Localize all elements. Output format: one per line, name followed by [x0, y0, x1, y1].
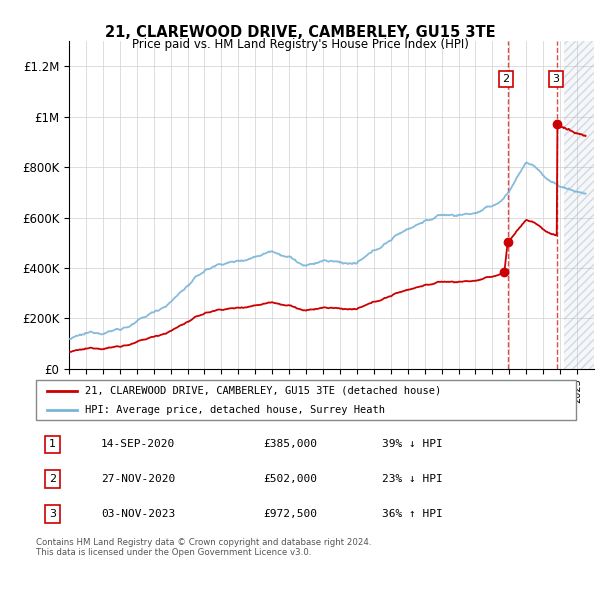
- Text: 2: 2: [49, 474, 56, 484]
- Text: 27-NOV-2020: 27-NOV-2020: [101, 474, 175, 484]
- Bar: [565, 41, 594, 369]
- Text: £972,500: £972,500: [263, 509, 317, 519]
- Text: HPI: Average price, detached house, Surrey Heath: HPI: Average price, detached house, Surr…: [85, 405, 385, 415]
- Text: 21, CLAREWOOD DRIVE, CAMBERLEY, GU15 3TE (detached house): 21, CLAREWOOD DRIVE, CAMBERLEY, GU15 3TE…: [85, 386, 441, 396]
- Text: 3: 3: [552, 74, 559, 84]
- Text: £502,000: £502,000: [263, 474, 317, 484]
- Text: 14-SEP-2020: 14-SEP-2020: [101, 440, 175, 450]
- Text: 36% ↑ HPI: 36% ↑ HPI: [382, 509, 442, 519]
- Text: 2: 2: [502, 74, 509, 84]
- Text: 39% ↓ HPI: 39% ↓ HPI: [382, 440, 442, 450]
- Text: 3: 3: [49, 509, 56, 519]
- Text: Contains HM Land Registry data © Crown copyright and database right 2024.
This d: Contains HM Land Registry data © Crown c…: [36, 538, 371, 558]
- Bar: [565, 41, 594, 369]
- FancyBboxPatch shape: [36, 380, 576, 420]
- Text: 03-NOV-2023: 03-NOV-2023: [101, 509, 175, 519]
- Text: Price paid vs. HM Land Registry's House Price Index (HPI): Price paid vs. HM Land Registry's House …: [131, 38, 469, 51]
- Text: £385,000: £385,000: [263, 440, 317, 450]
- Text: 21, CLAREWOOD DRIVE, CAMBERLEY, GU15 3TE: 21, CLAREWOOD DRIVE, CAMBERLEY, GU15 3TE: [104, 25, 496, 40]
- Text: 1: 1: [49, 440, 56, 450]
- Text: 23% ↓ HPI: 23% ↓ HPI: [382, 474, 442, 484]
